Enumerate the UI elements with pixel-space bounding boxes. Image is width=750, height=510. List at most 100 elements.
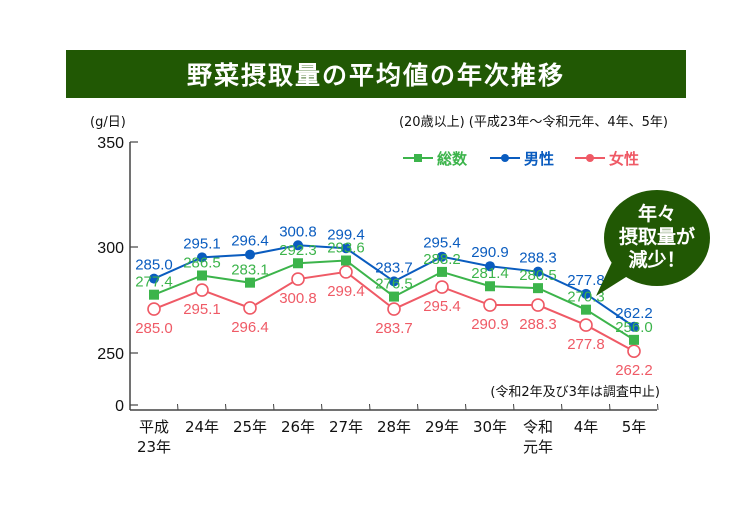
x-tick <box>513 403 515 411</box>
data-point <box>629 334 639 345</box>
data-point <box>197 252 207 263</box>
y-tick-label: 0 <box>115 398 124 415</box>
subtitle: (20歳以上) (平成23年～令和元年、4年、5年) <box>399 115 668 130</box>
x-tick <box>225 403 227 411</box>
data-label: 290.9 <box>471 316 509 333</box>
unit-label: (g/日) <box>90 115 126 130</box>
data-label: 256.0 <box>615 319 653 336</box>
data-label: 300.8 <box>279 290 317 307</box>
data-label: 283.1 <box>231 262 269 279</box>
data-point <box>533 283 543 294</box>
x-tick-label: 25年 <box>233 418 267 436</box>
data-point <box>293 258 303 269</box>
data-label: 285.0 <box>135 257 173 274</box>
legend-label: 男性 <box>524 150 554 168</box>
data-label: 277.8 <box>567 336 605 353</box>
data-label: 295.1 <box>183 301 221 318</box>
x-tick-label: 30年 <box>473 418 507 436</box>
data-label: 286.5 <box>183 254 221 271</box>
data-label: 276.5 <box>375 276 413 293</box>
data-point <box>195 283 209 297</box>
y-tick-label: 300 <box>97 240 124 257</box>
x-tick-label: 24年 <box>185 418 219 436</box>
data-label: 296.4 <box>231 233 269 250</box>
x-tick <box>609 403 611 411</box>
data-label: 270.3 <box>567 289 605 306</box>
data-point <box>341 243 351 254</box>
data-label: 262.2 <box>615 362 653 379</box>
data-label: 295.1 <box>183 235 221 252</box>
data-point <box>389 276 399 287</box>
data-point <box>579 318 593 332</box>
legend-marker-circle <box>586 154 594 162</box>
chart-title-banner: 野菜摂取量の平均値の年次推移 <box>66 50 686 98</box>
data-point <box>243 301 257 315</box>
x-tick <box>417 403 419 411</box>
data-point <box>147 302 161 316</box>
callout-text: 減少！ <box>628 248 685 271</box>
data-point <box>627 344 641 359</box>
data-point <box>245 249 255 260</box>
data-point <box>149 289 159 300</box>
x-tick <box>465 403 467 411</box>
data-point <box>581 288 591 299</box>
data-label: 296.4 <box>231 319 269 336</box>
data-label: 300.8 <box>279 223 317 240</box>
data-point <box>483 298 497 312</box>
data-point <box>485 261 495 272</box>
callout-text: 摂取量が <box>619 225 695 248</box>
x-tick-label: 28年 <box>377 418 411 436</box>
x-tick-label: 27年 <box>329 418 363 436</box>
data-point <box>245 277 255 288</box>
callout-text: 年々 <box>638 202 676 225</box>
x-tick <box>321 403 323 411</box>
x-tick <box>369 403 371 411</box>
data-point <box>533 266 543 277</box>
x-tick-label: 29年 <box>425 418 459 436</box>
data-label: 283.7 <box>375 259 413 276</box>
data-point <box>197 270 207 281</box>
data-label: 288.3 <box>519 316 557 333</box>
callout-bubble <box>604 190 710 286</box>
data-point <box>341 255 351 266</box>
x-tick-label: 23年 <box>137 438 171 456</box>
data-label: 262.2 <box>615 305 653 322</box>
data-point <box>339 265 353 279</box>
data-point <box>149 273 159 284</box>
data-label: 283.7 <box>375 320 413 337</box>
data-label: 280.5 <box>519 267 557 284</box>
data-label: 288.3 <box>519 250 557 267</box>
note: (令和2年及び3年は調査中止) <box>490 385 660 400</box>
data-label: 293.6 <box>327 240 365 257</box>
legend-marker-circle <box>501 154 509 162</box>
data-point <box>437 266 447 277</box>
y-tick-label: 250 <box>97 346 124 363</box>
legend-label: 女性 <box>609 150 639 168</box>
data-point <box>291 272 305 286</box>
data-label: 288.2 <box>423 251 461 268</box>
data-point <box>531 298 545 312</box>
x-tick <box>561 403 563 411</box>
data-point <box>435 280 449 294</box>
data-point <box>437 251 447 262</box>
data-point <box>629 321 639 332</box>
data-point <box>389 291 399 302</box>
x-tick <box>177 403 179 411</box>
data-label: 277.8 <box>567 272 605 289</box>
x-tick-label: 26年 <box>281 418 315 436</box>
data-label: 299.4 <box>327 283 365 300</box>
data-point <box>485 281 495 292</box>
data-label: 290.9 <box>471 244 509 261</box>
data-label: 277.4 <box>135 274 173 291</box>
data-label: 281.4 <box>471 265 509 282</box>
legend-label: 総数 <box>437 150 468 168</box>
x-tick-label: 元年 <box>523 438 553 456</box>
data-point <box>293 240 303 251</box>
data-label: 292.3 <box>279 242 317 259</box>
data-point <box>387 302 401 316</box>
x-tick <box>273 403 275 411</box>
data-point <box>581 304 591 315</box>
x-tick-label: 5年 <box>622 418 647 436</box>
